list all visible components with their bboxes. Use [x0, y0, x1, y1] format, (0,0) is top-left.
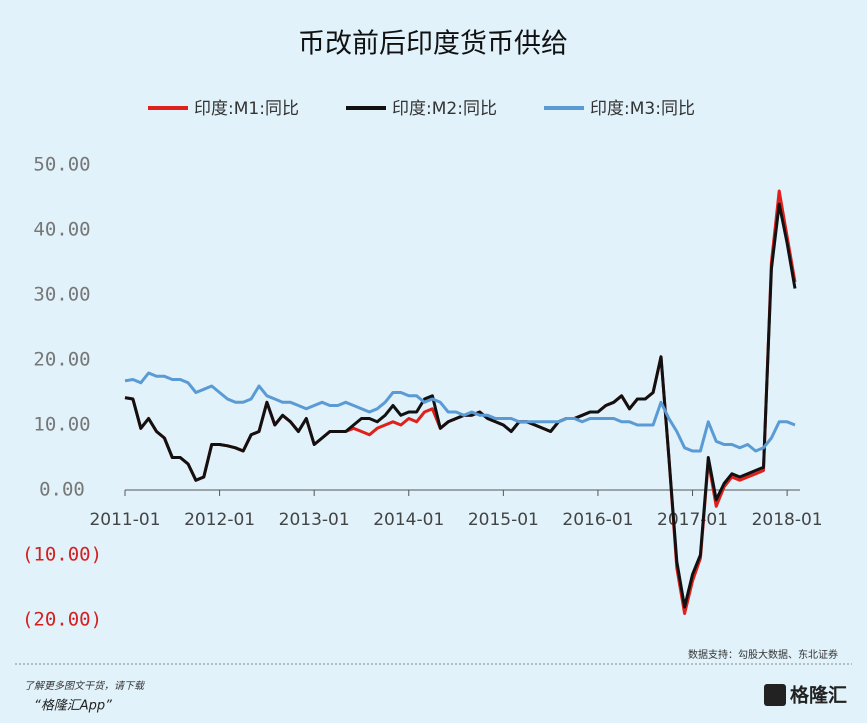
x-tick-label: 2013-01 [279, 510, 350, 530]
x-tick-label: 2017-01 [657, 510, 728, 530]
x-tick-label: 2011-01 [89, 510, 160, 530]
y-tick-label: (10.00) [22, 544, 102, 566]
footer-text: 了解更多图文干货，请下载 [24, 680, 146, 692]
x-tick-label: 2012-01 [184, 510, 255, 530]
logo-icon [764, 684, 786, 706]
chart-title: 币改前后印度货币供给 [298, 29, 568, 60]
y-tick-label: 10.00 [33, 414, 90, 436]
line-series [124, 189, 797, 615]
y-tick-label: 20.00 [33, 349, 90, 371]
legend-label: 印度:M1:同比 [194, 99, 299, 119]
x-tick-label: 2014-01 [373, 510, 444, 530]
x-tick-label: 2015-01 [468, 510, 539, 530]
footer-app: “格隆汇App” [34, 699, 112, 714]
logo: 格隆汇 [790, 684, 847, 707]
y-tick-label: 30.00 [33, 284, 90, 306]
y-tick-label: (20.00) [22, 609, 102, 631]
legend-label: 印度:M3:同比 [590, 99, 695, 119]
line-series [124, 202, 797, 609]
y-tick-label: 50.00 [33, 154, 90, 176]
x-tick-label: 2016-01 [562, 510, 633, 530]
x-tick-label: 2018-01 [752, 510, 823, 530]
y-tick-label: 40.00 [33, 219, 90, 241]
source: 数据支持：勾股大数据、东北证券 [688, 648, 838, 661]
y-tick-label: 0.00 [39, 479, 85, 501]
legend-label: 印度:M2:同比 [392, 99, 497, 119]
line-series [124, 371, 796, 453]
